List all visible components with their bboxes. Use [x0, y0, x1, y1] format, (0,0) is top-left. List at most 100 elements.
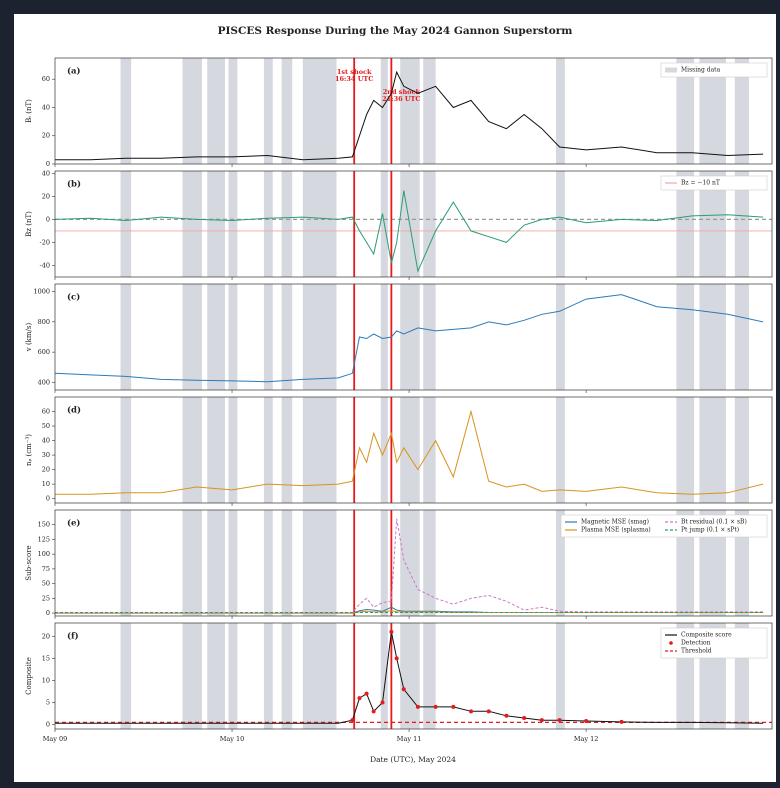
figure-title: PISCES Response During the May 2024 Gann…: [218, 25, 573, 37]
missing-data-band: [228, 58, 237, 164]
panel-label: (e): [67, 518, 80, 529]
detection-marker: [504, 714, 508, 718]
missing-data-band: [228, 284, 237, 390]
missing-data-band: [207, 58, 225, 164]
y-tick-label: 60: [42, 408, 50, 416]
y-tick-label: 400: [38, 378, 50, 386]
missing-data-band: [303, 284, 337, 390]
y-tick-label: 5: [46, 699, 50, 707]
y-tick-label: 1000: [33, 288, 50, 296]
missing-data-band: [228, 623, 237, 729]
missing-data-band: [303, 171, 337, 277]
detection-marker: [365, 692, 369, 696]
figure: PISCES Response During the May 2024 Gann…: [0, 0, 780, 788]
missing-data-band: [121, 284, 132, 390]
missing-data-band: [423, 623, 435, 729]
panel-label: (a): [67, 66, 81, 77]
x-tick-label: May 10: [220, 735, 245, 743]
missing-data-band: [264, 397, 273, 503]
y-axis-label: Bz (nT): [25, 211, 33, 237]
missing-data-band: [400, 284, 419, 390]
missing-data-band: [381, 510, 388, 616]
missing-data-band: [423, 284, 435, 390]
missing-data-band: [556, 623, 565, 729]
y-axis-label: Bₜ (nT): [25, 99, 33, 123]
missing-data-band: [735, 397, 749, 503]
y-tick-label: 125: [38, 535, 50, 543]
y-axis-label: nₚ (cm⁻³): [25, 434, 33, 466]
detection-marker: [522, 716, 526, 720]
missing-data-band: [400, 623, 419, 729]
missing-data-band: [182, 510, 201, 616]
missing-data-band: [282, 284, 293, 390]
missing-data-band: [207, 284, 225, 390]
missing-data-band: [182, 171, 201, 277]
x-tick-label: May 12: [574, 735, 599, 743]
missing-data-band: [282, 58, 293, 164]
missing-data-band: [303, 510, 337, 616]
legend-label: Composite score: [681, 632, 732, 639]
legend-label: Magnetic MSE (smag): [581, 519, 649, 526]
missing-data-band: [228, 510, 237, 616]
missing-data-band: [182, 284, 201, 390]
detection-marker: [416, 705, 420, 709]
y-tick-label: 800: [38, 318, 50, 326]
missing-data-band: [207, 510, 225, 616]
detection-marker: [558, 718, 562, 722]
missing-data-band: [303, 58, 337, 164]
y-tick-label: 0: [46, 160, 50, 168]
legend-label: Missing data: [681, 67, 721, 74]
detection-marker: [487, 709, 491, 713]
missing-data-band: [121, 510, 132, 616]
y-tick-label: 25: [42, 594, 50, 602]
missing-data-band: [282, 397, 293, 503]
detection-marker: [372, 709, 376, 713]
y-tick-label: -20: [40, 238, 50, 246]
y-tick-label: 50: [42, 422, 50, 430]
y-tick-label: 20: [42, 466, 50, 474]
y-tick-label: 10: [42, 480, 50, 488]
detection-marker: [402, 687, 406, 691]
y-tick-label: 10: [42, 676, 50, 684]
missing-data-band: [381, 623, 388, 729]
missing-data-band: [121, 171, 132, 277]
y-tick-label: 0: [46, 215, 50, 223]
y-tick-label: 150: [38, 521, 50, 529]
y-axis-label: Composite: [25, 657, 33, 695]
panel-label: (c): [67, 292, 80, 303]
missing-data-band: [264, 623, 273, 729]
shock-label: 16:34 UTC: [335, 75, 373, 83]
missing-data-band: [282, 510, 293, 616]
y-tick-label: 40: [42, 437, 50, 445]
y-tick-label: 15: [42, 654, 50, 662]
missing-data-band: [381, 58, 388, 164]
missing-data-band: [676, 397, 694, 503]
missing-data-band: [264, 510, 273, 616]
y-tick-label: 20: [42, 632, 50, 640]
missing-data-band: [735, 284, 749, 390]
missing-data-band: [423, 58, 435, 164]
missing-data-band: [423, 510, 435, 616]
y-tick-label: 0: [46, 495, 50, 503]
panel-label: (b): [67, 179, 81, 190]
panel-label: (d): [67, 405, 81, 416]
missing-data-band: [556, 284, 565, 390]
missing-data-band: [182, 58, 201, 164]
y-tick-label: 20: [42, 132, 50, 140]
y-tick-label: 20: [42, 192, 50, 200]
y-axis-label: v (km/s): [25, 323, 33, 353]
missing-data-band: [423, 171, 435, 277]
detection-marker: [350, 718, 354, 722]
missing-data-band: [282, 171, 293, 277]
detection-marker: [434, 705, 438, 709]
y-tick-label: 0: [46, 609, 50, 617]
missing-data-band: [381, 284, 388, 390]
x-tick-label: May 11: [397, 735, 422, 743]
missing-data-band: [699, 284, 726, 390]
missing-data-band: [264, 284, 273, 390]
y-tick-label: 600: [38, 348, 50, 356]
missing-data-band: [207, 623, 225, 729]
y-tick-label: -40: [40, 261, 50, 269]
detection-marker: [620, 720, 624, 724]
missing-data-band: [676, 284, 694, 390]
